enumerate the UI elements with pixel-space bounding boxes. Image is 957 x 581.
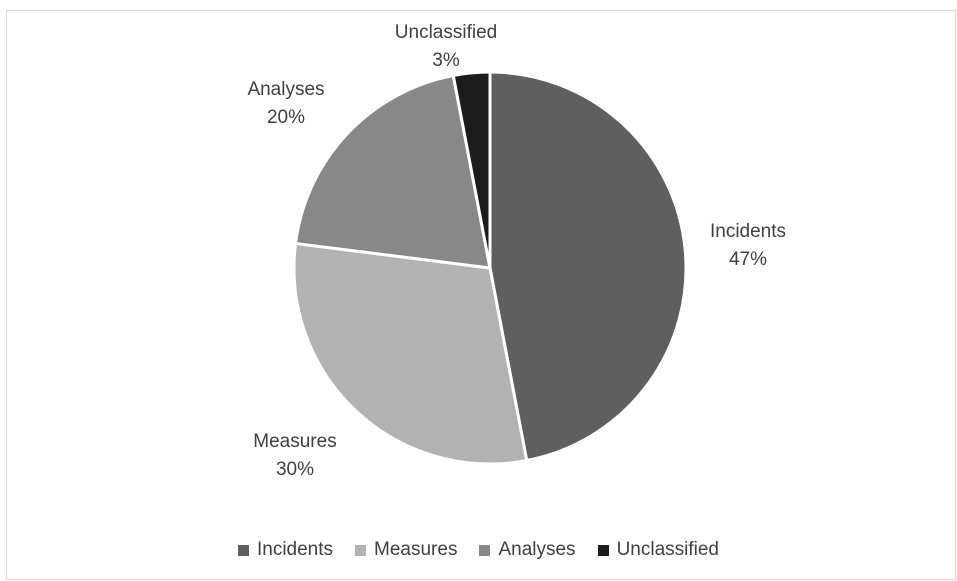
legend-swatch-measures [355, 544, 367, 556]
legend-item-incidents: Incidents [237, 539, 334, 561]
pie-slice-unclassified [451, 70, 492, 269]
legend-item-unclassified: Unclassified [597, 539, 719, 561]
legend-label-measures: Measures [374, 539, 458, 560]
pie-slice-analyses [293, 73, 492, 270]
legend-swatch-incidents [237, 544, 249, 556]
slice-category-label-unclassified: Unclassified [395, 22, 497, 43]
legend-swatch-analyses [479, 544, 491, 556]
slice-value-label-analyses: 20% [267, 107, 305, 128]
legend-label-incidents: Incidents [256, 539, 334, 560]
chart-legend: Incidents Measures Analyses Unclassified [0, 537, 957, 563]
legend-item-measures: Measures [355, 539, 457, 561]
pie-slice-incidents [488, 70, 688, 463]
slice-category-label-measures: Measures [253, 431, 336, 452]
legend-swatch-unclassified [597, 544, 609, 556]
legend-item-analyses: Analyses [479, 539, 576, 561]
pie-slice-measures [292, 241, 529, 466]
legend-label-unclassified: Unclassified [616, 539, 719, 560]
slice-value-label-incidents: 47% [729, 249, 767, 270]
slice-value-label-measures: 30% [276, 459, 314, 480]
slice-category-label-analyses: Analyses [247, 79, 324, 100]
slice-category-label-incidents: Incidents [710, 221, 786, 242]
legend-label-analyses: Analyses [498, 539, 576, 560]
slice-value-label-unclassified: 3% [432, 50, 460, 71]
